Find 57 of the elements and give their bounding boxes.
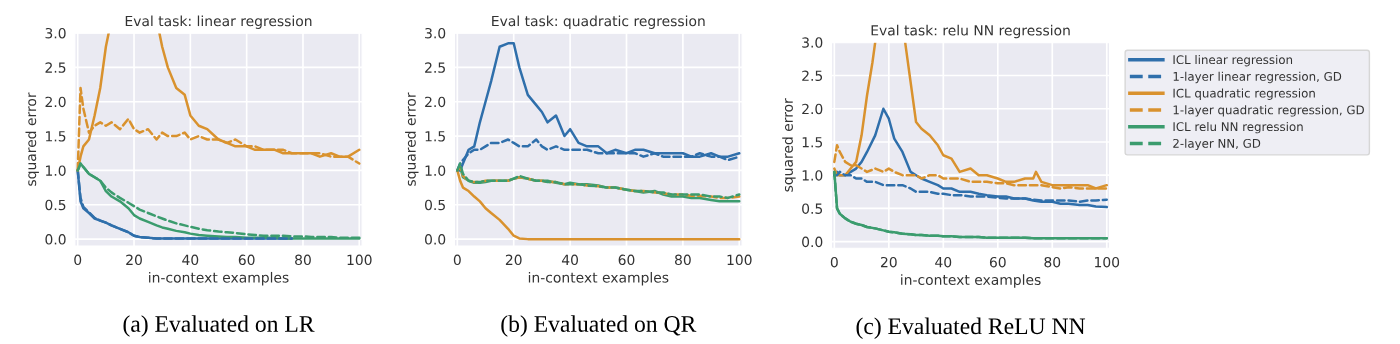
- x-tick-label: 60: [618, 254, 635, 266]
- legend-label: 1-layer quadratic regression, GD: [1173, 105, 1364, 117]
- y-tick-label: 0.5: [424, 199, 445, 211]
- x-tick-label: 60: [989, 256, 1006, 268]
- y-tick-label: 1.5: [46, 131, 66, 142]
- x-tick-label: 100: [1095, 256, 1120, 268]
- x-tick-label: 60: [238, 254, 255, 266]
- y-tick-label: 0.5: [45, 199, 66, 211]
- x-axis-title: in-context examples: [149, 271, 289, 286]
- x-tick-label: 80: [1044, 256, 1061, 268]
- y-tick-label: 1.5: [425, 131, 445, 142]
- y-tick-label: 2.5: [425, 62, 445, 73]
- text: (c) Evaluated ReLU NN: [856, 317, 1086, 340]
- legend-label: ICL quadratic regression: [1173, 88, 1315, 100]
- text: (a) Evaluated on LR: [123, 315, 315, 337]
- y-axis-title: squared error: [405, 92, 419, 186]
- x-tick-label: 40: [182, 254, 199, 266]
- y-tick-label: 2.0: [45, 96, 66, 108]
- y-tick-label: 3.0: [45, 27, 66, 39]
- x-axis-title: in-context examples: [901, 274, 1041, 288]
- y-tick-label: 1.5: [802, 137, 823, 148]
- x-tick-label: 100: [727, 254, 752, 266]
- legend-label: ICL linear regression: [1173, 54, 1293, 67]
- chart-title: Eval task: relu NN regression: [871, 24, 1070, 39]
- x-tick-label: 0: [74, 254, 82, 266]
- y-tick-label: 0.0: [45, 234, 66, 245]
- x-axis-title: in-context examples: [528, 271, 669, 286]
- y-axis-title: squared error: [782, 98, 796, 192]
- y-tick-label: 1.0: [46, 165, 66, 176]
- y-tick-label: 2.0: [425, 96, 446, 108]
- legend-label: 2-layer NN, GD: [1173, 138, 1261, 151]
- legend-label: ICL relu NN regression: [1173, 121, 1303, 134]
- y-axis-title: squared error: [25, 92, 39, 186]
- y-tick-label: 0.5: [802, 203, 823, 214]
- x-tick-label: 100: [347, 254, 372, 266]
- x-tick-label: 80: [295, 254, 311, 266]
- text: (b) Evaluated on QR: [501, 315, 697, 337]
- chart-title: Eval task: quadratic regression: [492, 15, 705, 29]
- y-tick-label: 1.0: [802, 170, 823, 181]
- y-tick-label: 2.5: [45, 62, 66, 73]
- x-tick-label: 80: [674, 254, 691, 266]
- x-tick-label: 20: [126, 254, 142, 266]
- x-tick-label: 40: [935, 256, 952, 268]
- x-tick-label: 0: [453, 254, 461, 266]
- y-tick-label: 3.0: [802, 37, 823, 48]
- chart-title: Eval task: linear regression: [125, 15, 312, 29]
- y-tick-label: 2.0: [802, 103, 823, 115]
- x-tick-label: 0: [830, 256, 838, 268]
- x-tick-label: 40: [561, 254, 579, 266]
- y-tick-label: 0.0: [802, 236, 823, 248]
- y-tick-label: 2.5: [802, 70, 823, 81]
- legend-label: 1-layer linear regression, GD: [1173, 71, 1342, 84]
- y-tick-label: 1.0: [425, 165, 446, 176]
- y-tick-label: 0.0: [424, 234, 446, 245]
- y-tick-label: 3.0: [425, 27, 446, 39]
- x-tick-label: 20: [505, 254, 522, 266]
- x-tick-label: 20: [881, 256, 897, 268]
